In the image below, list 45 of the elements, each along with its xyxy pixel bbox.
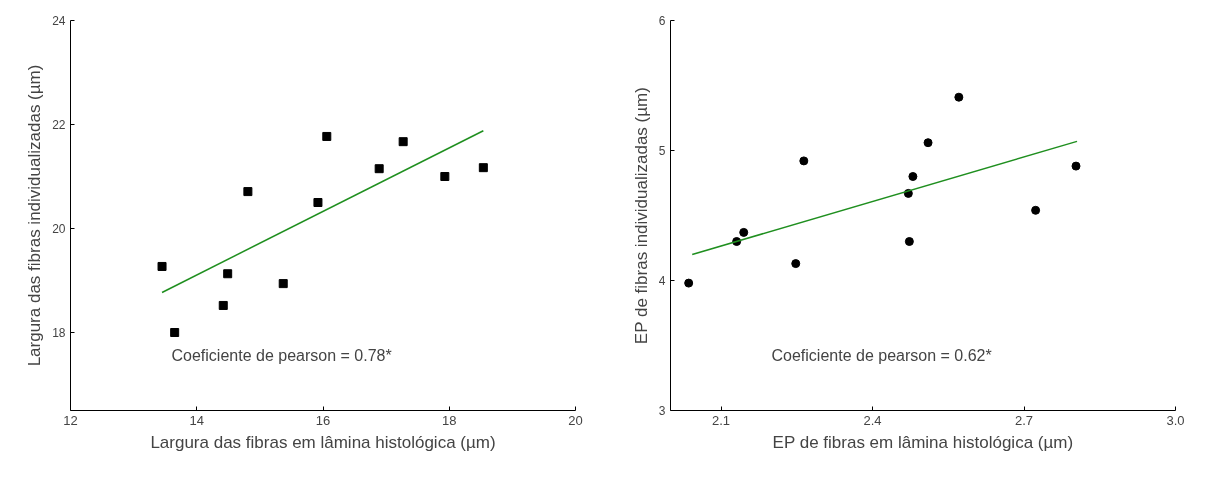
y-tick-label: 20 xyxy=(52,222,66,236)
point xyxy=(440,172,450,181)
y-tick-label: 18 xyxy=(52,326,66,340)
point xyxy=(1031,205,1041,215)
x-tick-label: 16 xyxy=(315,412,331,428)
point xyxy=(923,138,933,148)
point xyxy=(739,227,749,237)
point xyxy=(791,259,801,269)
point xyxy=(170,328,180,337)
x-tick-label: 18 xyxy=(442,412,457,428)
point xyxy=(313,198,323,207)
y-tick-label: 4 xyxy=(658,274,666,288)
point xyxy=(478,163,488,173)
annotation: Coeficiente de pearson = 0.62* xyxy=(771,346,992,364)
point xyxy=(223,269,233,279)
point xyxy=(1071,161,1081,171)
y-tick-label: 5 xyxy=(658,144,666,158)
y-tick-label: 6 xyxy=(658,14,666,28)
y-tick-label: 24 xyxy=(52,14,66,28)
point xyxy=(684,278,694,288)
point xyxy=(954,92,964,102)
annotation: Coeficiente de pearson = 0.78* xyxy=(171,346,392,364)
y-axis-title: EP de fibras individualizadas (µm) xyxy=(631,87,651,345)
point xyxy=(322,131,332,141)
point xyxy=(218,300,228,310)
point xyxy=(278,279,288,289)
point xyxy=(157,261,167,271)
point xyxy=(243,187,253,197)
point xyxy=(799,156,809,166)
y-axis-title: Largura das fibras individualizadas (µm) xyxy=(25,64,45,367)
point xyxy=(374,164,384,174)
y-tick-label: 22 xyxy=(52,118,66,132)
point xyxy=(398,137,408,147)
x-tick-label: 20 xyxy=(568,412,583,428)
x-tick-label: 2.1 xyxy=(711,412,731,428)
x-tick-label: 2.4 xyxy=(863,412,882,428)
point xyxy=(908,172,918,181)
x-axis-title: Largura das fibras em lâmina histológica (µm) xyxy=(150,432,496,452)
x-tick-label: 3.0 xyxy=(1166,412,1185,428)
x-tick-label: 2.7 xyxy=(1014,412,1034,428)
point xyxy=(904,237,914,246)
y-tick-label: 3 xyxy=(658,404,666,418)
x-tick-label: 14 xyxy=(189,412,204,428)
x-axis-title: EP de fibras em lâmina histológica (µm) xyxy=(772,432,1074,452)
x-tick-label: 12 xyxy=(63,412,78,428)
